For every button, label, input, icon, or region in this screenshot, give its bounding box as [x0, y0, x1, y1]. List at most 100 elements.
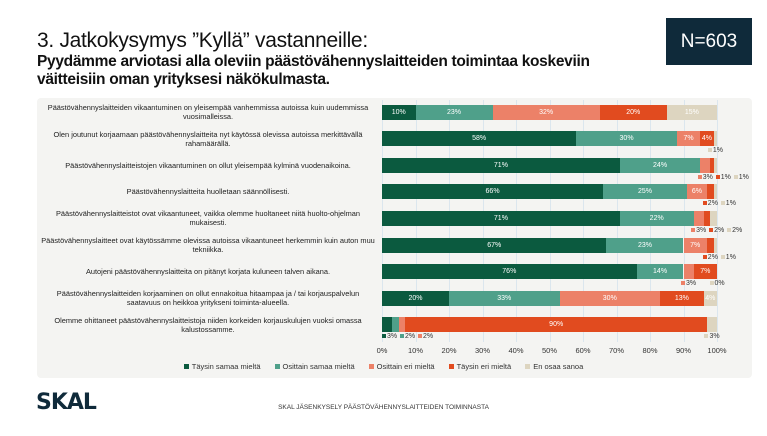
- bar-segment: 30%: [559, 290, 661, 306]
- x-tick-label: 100%: [707, 346, 727, 355]
- legend-label: En osaa sanoa: [533, 362, 584, 371]
- bar-data-label-outside: 2%: [727, 227, 742, 235]
- bar-data-label: 15%: [684, 108, 699, 116]
- category-label: Autojeni päästövähennyslaitteita on pitä…: [85, 267, 331, 277]
- bar-data-label: 7%: [700, 268, 711, 276]
- bar-data-label-outside: 2%: [702, 254, 718, 262]
- bar-segment: 25%: [603, 184, 687, 200]
- x-tick-label: 10%: [407, 346, 424, 355]
- bar-segment: 20%: [599, 104, 667, 120]
- legend-swatch: [183, 364, 189, 369]
- bar-data-label: 3%: [702, 173, 713, 181]
- bar-segment: 22%: [619, 210, 694, 226]
- bar-data-label: 1%: [712, 147, 723, 155]
- bar-data-label-outside: 1%: [720, 253, 736, 262]
- legend-swatch: [274, 364, 280, 369]
- x-tick-label: 90%: [675, 346, 692, 355]
- bar-segment: 90%: [405, 317, 707, 333]
- bar-data-label: 2%: [423, 333, 434, 341]
- bar-data-label: 33%: [497, 294, 512, 302]
- bar-data-label: 32%: [539, 108, 554, 116]
- segment-color-marker: [697, 174, 702, 179]
- bar-data-label-outside: 1%: [720, 200, 736, 208]
- bar-data-label-outside: 3%: [382, 333, 397, 341]
- legend-label: Täysin samaa mieltä: [191, 362, 261, 371]
- legend-label: Osittain eri mieltä: [376, 362, 435, 371]
- bar-data-label: 25%: [637, 188, 652, 196]
- x-tick-label: 70%: [608, 346, 625, 355]
- segment-color-marker: [707, 148, 712, 153]
- bar-segment: [700, 157, 711, 173]
- bar-data-label: 71%: [493, 214, 508, 222]
- bar-data-label-outside: 0%: [709, 280, 725, 288]
- bar-data-label: 4%: [705, 294, 716, 302]
- bar-data-label: 23%: [447, 108, 462, 116]
- segment-color-marker: [418, 334, 422, 339]
- bar-segment: 7%: [676, 131, 701, 147]
- bar-data-label: 2%: [707, 200, 718, 208]
- bar-segment: 10%: [382, 104, 416, 120]
- bar-data-label: 1%: [725, 200, 736, 208]
- bar-data-label: 14%: [653, 268, 668, 276]
- bar-segment: [398, 317, 406, 333]
- bar-segment: [693, 210, 704, 226]
- bar-data-label: 10%: [391, 108, 406, 116]
- x-tick-label: 80%: [642, 346, 658, 355]
- bar-segment: [713, 157, 717, 173]
- segment-color-marker: [382, 334, 386, 339]
- bar-segment: 15%: [666, 104, 717, 120]
- category-label: Olemme ohittaneet päästövähennyslaitteis…: [54, 315, 362, 334]
- bar-data-label: 30%: [602, 294, 617, 302]
- bar-data-label: 1%: [725, 253, 736, 261]
- bar-segment: 23%: [606, 237, 684, 253]
- footer-text: SKAL JÄSENKYSELY PÄÄSTÖVÄHENNYSLAITTEIDE…: [278, 404, 489, 411]
- bar-data-label: 6%: [691, 188, 702, 196]
- category-label: Päästövähennyslaitteiden korjaaminen on …: [56, 289, 360, 308]
- bar-segment: 76%: [382, 264, 637, 280]
- bar-segment: 4%: [703, 290, 717, 306]
- segment-color-marker: [709, 228, 714, 233]
- bar-segment: 30%: [576, 131, 677, 147]
- bar-data-label-outside: 2%: [702, 200, 718, 208]
- segment-color-marker: [727, 228, 732, 233]
- segment-color-marker: [709, 281, 714, 286]
- legend-item: En osaa sanoa: [525, 362, 583, 371]
- bar-data-label: 1%: [720, 173, 731, 181]
- bar-data-label: 30%: [619, 135, 634, 143]
- bar-data-label: 13%: [674, 294, 689, 302]
- segment-color-marker: [691, 228, 696, 233]
- bar-segment: 4%: [700, 131, 714, 147]
- bar-data-label: 3%: [387, 333, 398, 341]
- legend-item: Täysin samaa mieltä: [183, 362, 261, 371]
- bar-data-label-outside: 3%: [691, 227, 706, 235]
- bar-segment: [710, 210, 717, 226]
- bar-data-label: 24%: [653, 161, 668, 169]
- chart-legend: Täysin samaa mieltä Osittain samaa mieltä…: [0, 362, 767, 371]
- bar-data-label: 4%: [701, 135, 712, 143]
- x-tick-label: 40%: [508, 346, 524, 355]
- bar-data-label: 1%: [738, 173, 749, 181]
- bar-data-label-outside: 3%: [697, 173, 713, 182]
- segment-color-marker: [400, 334, 404, 339]
- bar-segment: 58%: [382, 131, 577, 147]
- bar-segment: 24%: [619, 157, 701, 173]
- bar-data-label: 3%: [686, 280, 697, 288]
- legend-item: Osittain samaa mieltä: [274, 362, 355, 371]
- slide-title: 3. Jatkokysymys ”Kyllä” vastanneille:: [37, 29, 368, 52]
- segment-color-marker: [702, 254, 707, 259]
- bar-segment: 33%: [449, 290, 560, 306]
- bar-segment: 71%: [382, 210, 620, 226]
- x-tick-label: 50%: [541, 346, 558, 355]
- sample-size-badge: N=603: [666, 18, 752, 65]
- legend-label: Osittain samaa mieltä: [282, 362, 355, 371]
- category-label: Päästövähennyslaitteistojen vikaantumine…: [65, 160, 351, 170]
- bar-segment: 7%: [683, 237, 707, 253]
- segment-color-marker: [704, 334, 709, 339]
- slide-subtitle: Pyydämme arviotasi alla oleviin päästövä…: [37, 53, 590, 88]
- category-label: Päästövähennyslaitteita huolletaan säänn…: [126, 187, 290, 197]
- category-label: Päästövähennyslaitteiden vikaantuminen o…: [47, 103, 369, 121]
- legend-swatch: [448, 364, 454, 369]
- x-tick-label: 0%: [376, 346, 388, 355]
- category-label: Päästövähennyslaitteet ovat käytössämme …: [41, 236, 375, 254]
